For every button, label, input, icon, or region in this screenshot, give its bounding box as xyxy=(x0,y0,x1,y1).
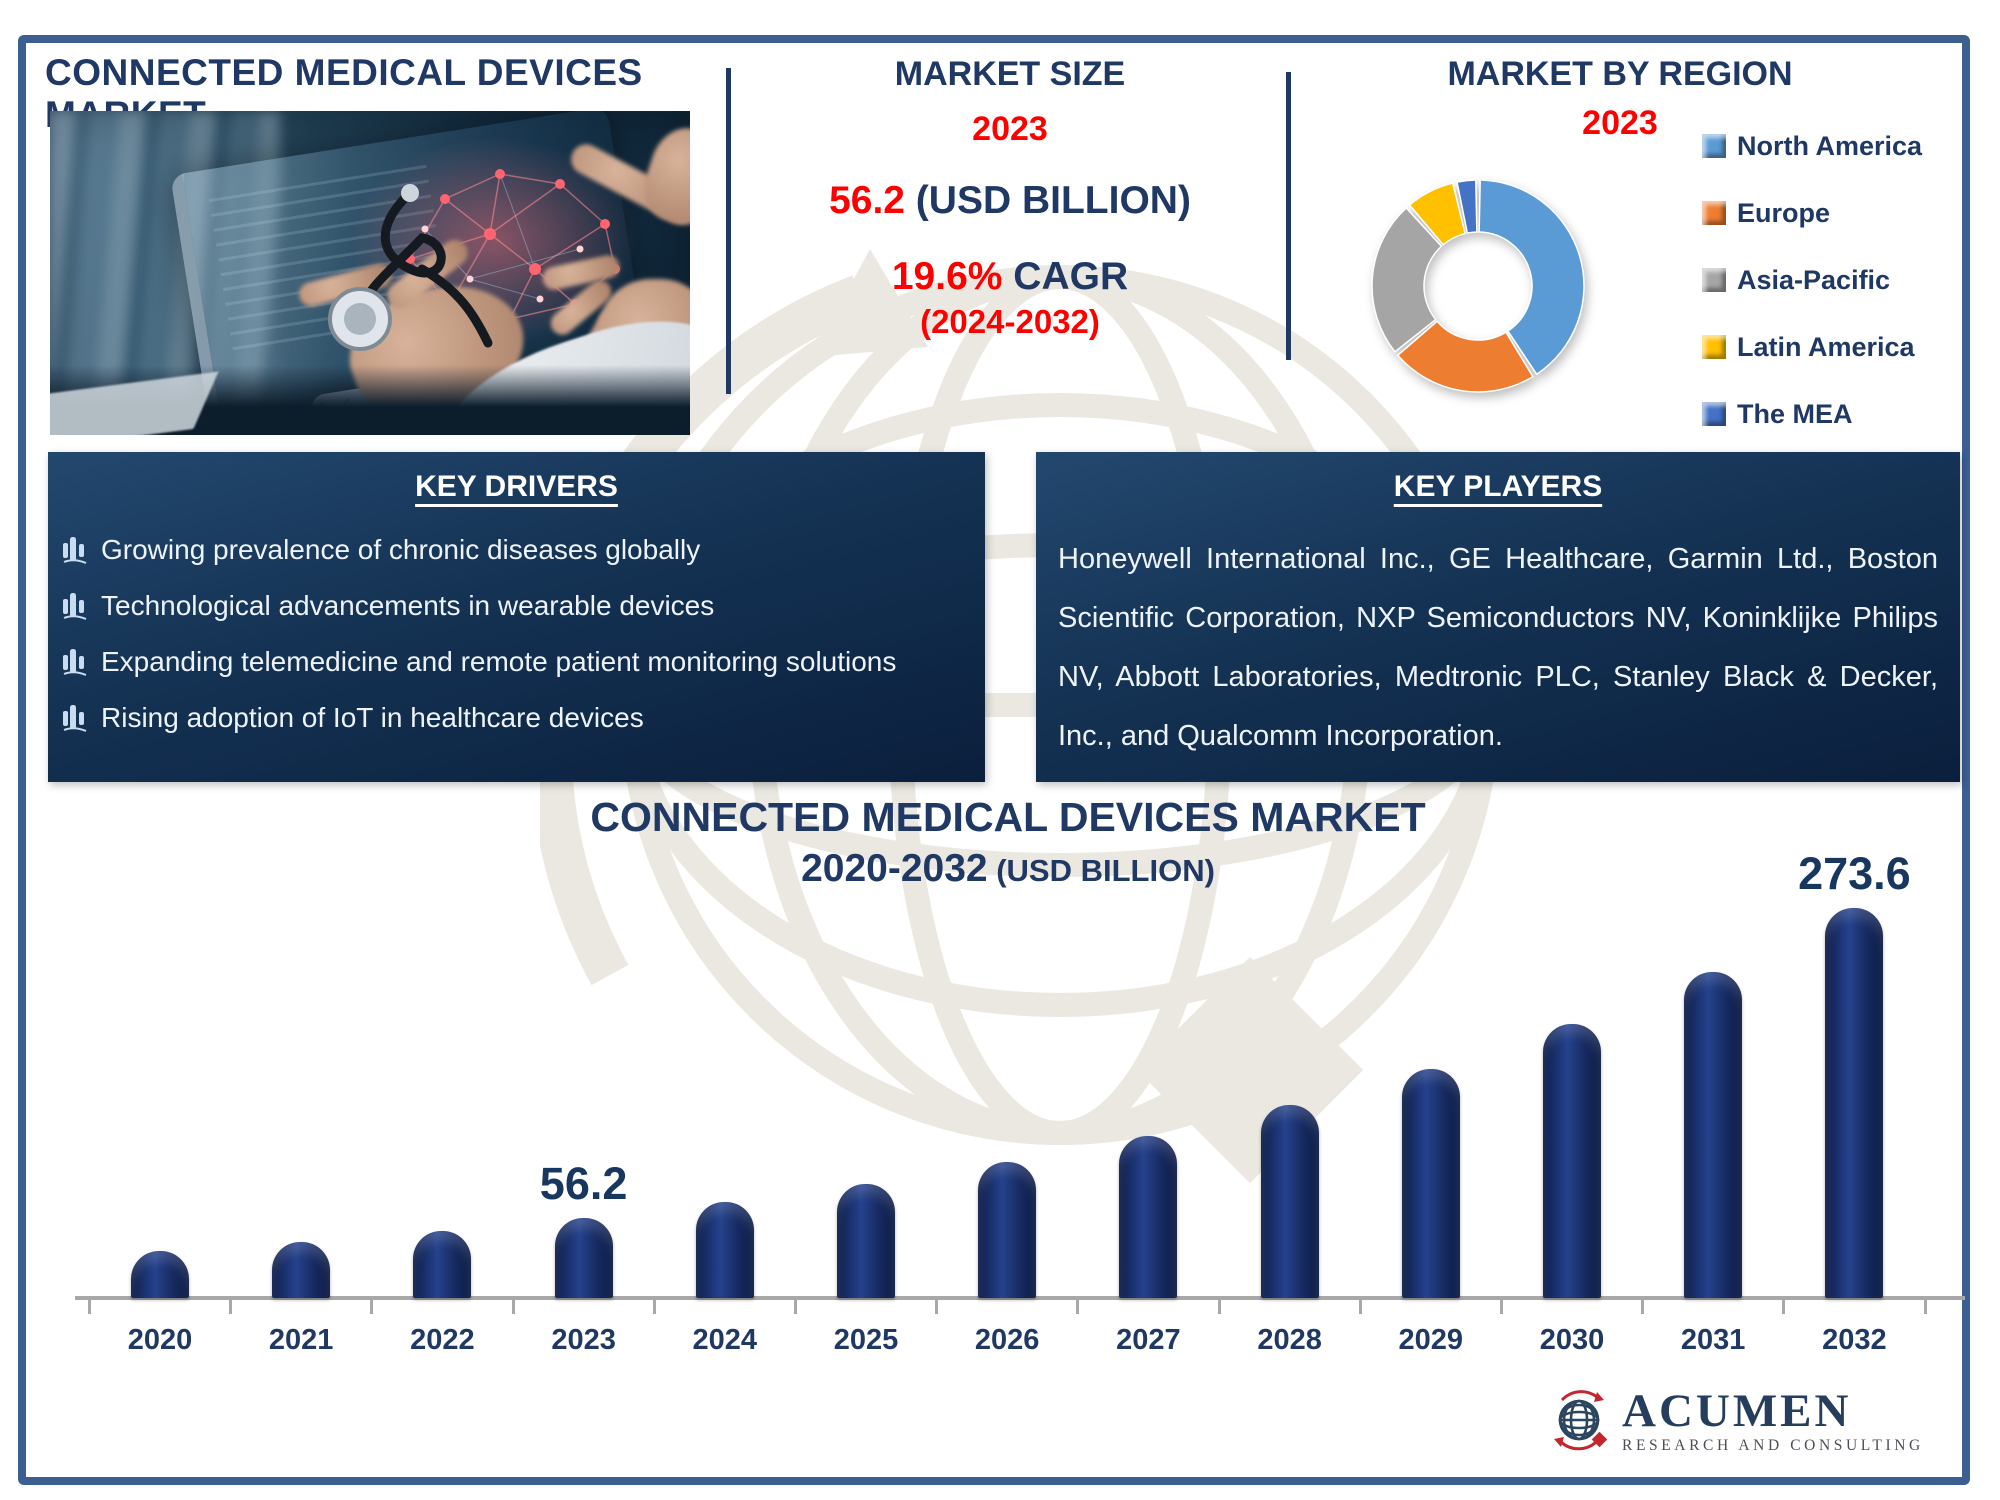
market-size-year: 2023 xyxy=(972,110,1048,148)
legend-swatch-icon xyxy=(1702,268,1726,292)
market-size-value-line: 56.2 (USD BILLION) xyxy=(736,179,1284,223)
legend-item-europe: Europe xyxy=(1702,197,1922,228)
market-by-region-section: MARKET BY REGION 2023 xyxy=(1310,55,1930,143)
acumen-globe-icon xyxy=(1554,1389,1608,1450)
outer-frame xyxy=(18,35,1970,1485)
legend-label: The MEA xyxy=(1737,398,1853,429)
donut-segment-north-america xyxy=(1478,179,1585,376)
legend-label: Latin America xyxy=(1737,331,1915,362)
section-divider-right xyxy=(1286,72,1291,360)
legend-item-the-mea: The MEA xyxy=(1702,398,1922,429)
bar-chart-title: CONNECTED MEDICAL DEVICES MARKET xyxy=(590,794,1426,840)
key-driver-text: Technological advancements in wearable d… xyxy=(101,590,715,621)
key-players-heading: KEY PLAYERS xyxy=(1393,470,1603,503)
key-drivers-list: Growing prevalence of chronic diseases g… xyxy=(48,534,985,734)
section-divider-left xyxy=(726,68,731,394)
bar-chart-title-block: CONNECTED MEDICAL DEVICES MARKET 2020-20… xyxy=(400,794,1616,891)
legend-label: Asia-Pacific xyxy=(1737,264,1891,295)
market-growth-icon xyxy=(63,649,87,676)
key-players-text: Honeywell International Inc., GE Healthc… xyxy=(1058,543,1938,752)
bar-chart-subtitle: 2020-2032 (USD BILLION) xyxy=(400,847,1616,891)
market-growth-icon xyxy=(63,593,87,620)
key-driver-text: Growing prevalence of chronic diseases g… xyxy=(101,534,701,565)
legend-swatch-icon xyxy=(1702,201,1726,225)
key-players-panel: KEY PLAYERS Honeywell International Inc.… xyxy=(1036,452,1960,782)
acumen-logo: ACUMEN RESEARCH AND CONSULTING xyxy=(1548,1388,1924,1455)
key-drivers-panel: KEY DRIVERS Growing prevalence of chroni… xyxy=(48,452,985,782)
hero-image xyxy=(50,111,690,435)
key-driver-item: Expanding telemedicine and remote patien… xyxy=(62,646,975,678)
cagr-line: 19.6% CAGR xyxy=(736,255,1284,299)
region-heading: MARKET BY REGION xyxy=(1447,55,1793,93)
region-donut-chart xyxy=(1371,179,1585,393)
donut-segment-latin-america xyxy=(1408,182,1467,246)
cagr-period: (2024-2032) xyxy=(920,303,1100,340)
market-size-unit: (USD BILLION) xyxy=(904,179,1191,222)
legend-swatch-icon xyxy=(1702,335,1726,359)
market-growth-icon xyxy=(63,537,87,564)
key-driver-text: Rising adoption of IoT in healthcare dev… xyxy=(101,702,644,733)
legend-item-latin-america: Latin America xyxy=(1702,331,1922,362)
region-year: 2023 xyxy=(1582,104,1658,142)
market-size-heading: MARKET SIZE xyxy=(894,55,1126,93)
bar-chart-unit: (USD BILLION) xyxy=(987,853,1215,888)
logo-tagline: RESEARCH AND CONSULTING xyxy=(1622,1437,1924,1454)
legend-item-asia-pacific: Asia-Pacific xyxy=(1702,264,1922,295)
market-size-section: MARKET SIZE 2023 56.2 (USD BILLION) 19.6… xyxy=(736,55,1284,341)
legend-swatch-icon xyxy=(1702,402,1726,426)
photo-stethoscope-icon xyxy=(328,184,493,351)
logo-text: ACUMEN RESEARCH AND CONSULTING xyxy=(1622,1388,1924,1455)
bar-chart-range: 2020-2032 xyxy=(801,847,988,890)
cagr-value: 19.6% xyxy=(891,255,1003,298)
legend-label: North America xyxy=(1737,130,1923,161)
region-legend: North America Europe Asia-Pacific Latin Ame… xyxy=(1702,130,1923,429)
legend-swatch-icon xyxy=(1702,134,1726,158)
key-driver-item: Rising adoption of IoT in healthcare dev… xyxy=(62,702,975,734)
market-growth-icon xyxy=(63,705,87,732)
key-driver-item: Growing prevalence of chronic diseases g… xyxy=(62,534,975,566)
cagr-label: CAGR xyxy=(1002,255,1129,298)
key-drivers-heading: KEY DRIVERS xyxy=(415,470,618,503)
market-size-value: 56.2 xyxy=(829,179,905,222)
key-driver-item: Technological advancements in wearable d… xyxy=(62,590,975,622)
legend-label: Europe xyxy=(1737,197,1831,228)
logo-brand: ACUMEN xyxy=(1622,1385,1852,1437)
key-driver-text: Expanding telemedicine and remote patien… xyxy=(101,646,897,677)
donut-segment-the-mea xyxy=(1456,179,1478,234)
legend-item-north-america: North America xyxy=(1702,130,1923,161)
